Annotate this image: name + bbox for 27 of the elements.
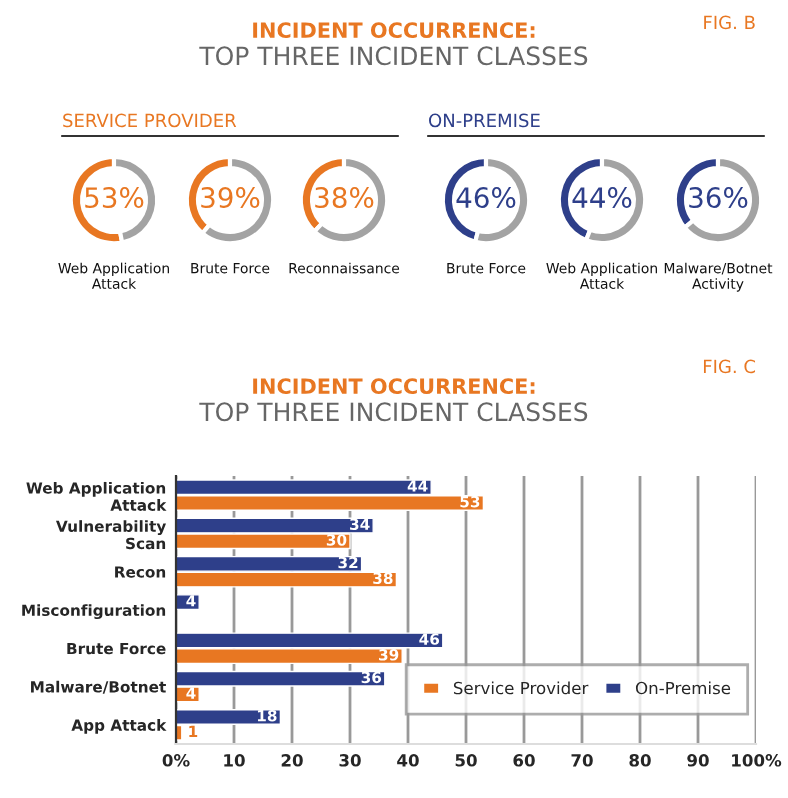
data-label: 39%	[201, 187, 260, 209]
legend-label: Service Provider	[453, 681, 589, 695]
text: INCIDENT OCCURRENCE:	[253, 22, 535, 39]
data-label: 38%	[315, 187, 374, 209]
x-tick-label: 70	[571, 754, 593, 767]
x-tick-label: 50	[455, 754, 477, 767]
x-tick-label: 10	[224, 754, 245, 767]
data-label: 44%	[572, 187, 632, 209]
x-tick-label: 80	[629, 754, 651, 767]
text: ON-PREMISE	[429, 113, 540, 128]
x-tick-label: 60	[513, 754, 535, 767]
x-tick-label: 90	[687, 754, 709, 767]
data-label: 53%	[85, 187, 144, 209]
data-label: 36%	[689, 187, 748, 209]
text: TOP THREE INCIDENT CLASSES	[199, 46, 588, 66]
chart-title: INCIDENT OCCURRENCE:	[253, 378, 535, 395]
x-tick-label: 100%	[732, 754, 782, 767]
chart-subtitle: TOP THREE INCIDENT CLASSES	[199, 402, 588, 422]
x-tick-label: 40	[397, 754, 419, 767]
legend-label: On-Premise	[635, 681, 731, 695]
text: FIG. C	[703, 359, 756, 374]
data-label: 46%	[456, 187, 516, 209]
x-tick-label: 20	[281, 754, 303, 767]
text: FIG. B	[704, 15, 755, 30]
x-tick-label: 30	[339, 754, 361, 767]
x-tick-label: 0%	[162, 754, 190, 767]
text: SERVICE PROVIDER	[63, 113, 237, 128]
